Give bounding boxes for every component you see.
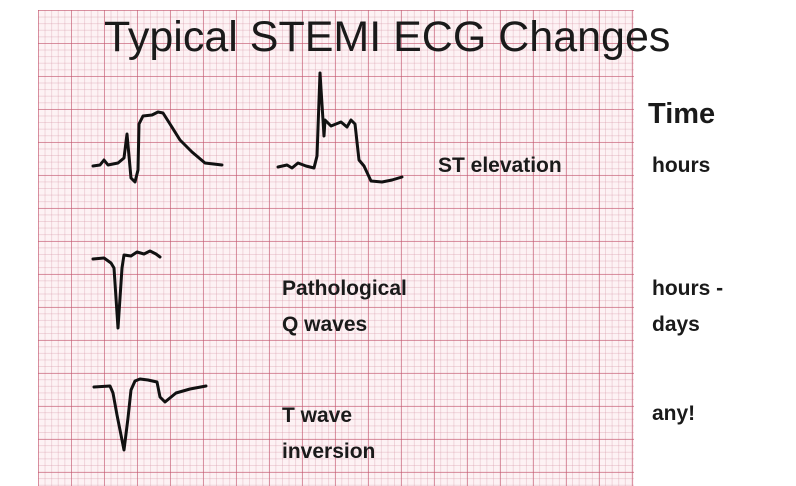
q-wave-waveform <box>91 249 162 330</box>
label-line: Q waves <box>282 313 368 336</box>
time-pathological-q-waves: hours - days <box>652 271 723 343</box>
time-line: any! <box>652 402 696 425</box>
label-pathological-q-waves: Pathological Q waves <box>282 271 407 343</box>
time-st-elevation: hours <box>652 148 710 184</box>
label-t-wave-inversion: T wave inversion <box>282 398 375 470</box>
label-line: ST elevation <box>438 154 562 177</box>
time-line: hours - <box>652 277 724 300</box>
ecg-grid-paper <box>38 10 634 486</box>
label-line: Pathological <box>282 277 407 300</box>
time-t-wave-inversion: any! <box>652 396 695 432</box>
time-line: hours <box>652 154 711 177</box>
st-elevation-waveform-1 <box>91 110 224 184</box>
label-st-elevation: ST elevation <box>438 148 562 184</box>
st-elevation-waveform-2 <box>276 71 404 184</box>
label-line: inversion <box>282 440 376 463</box>
t-wave-inversion-waveform <box>92 377 208 452</box>
time-column-header: Time <box>648 98 716 130</box>
label-line: T wave <box>282 404 353 427</box>
time-line: days <box>652 313 700 336</box>
slide-title: Typical STEMI ECG Changes <box>104 13 671 61</box>
